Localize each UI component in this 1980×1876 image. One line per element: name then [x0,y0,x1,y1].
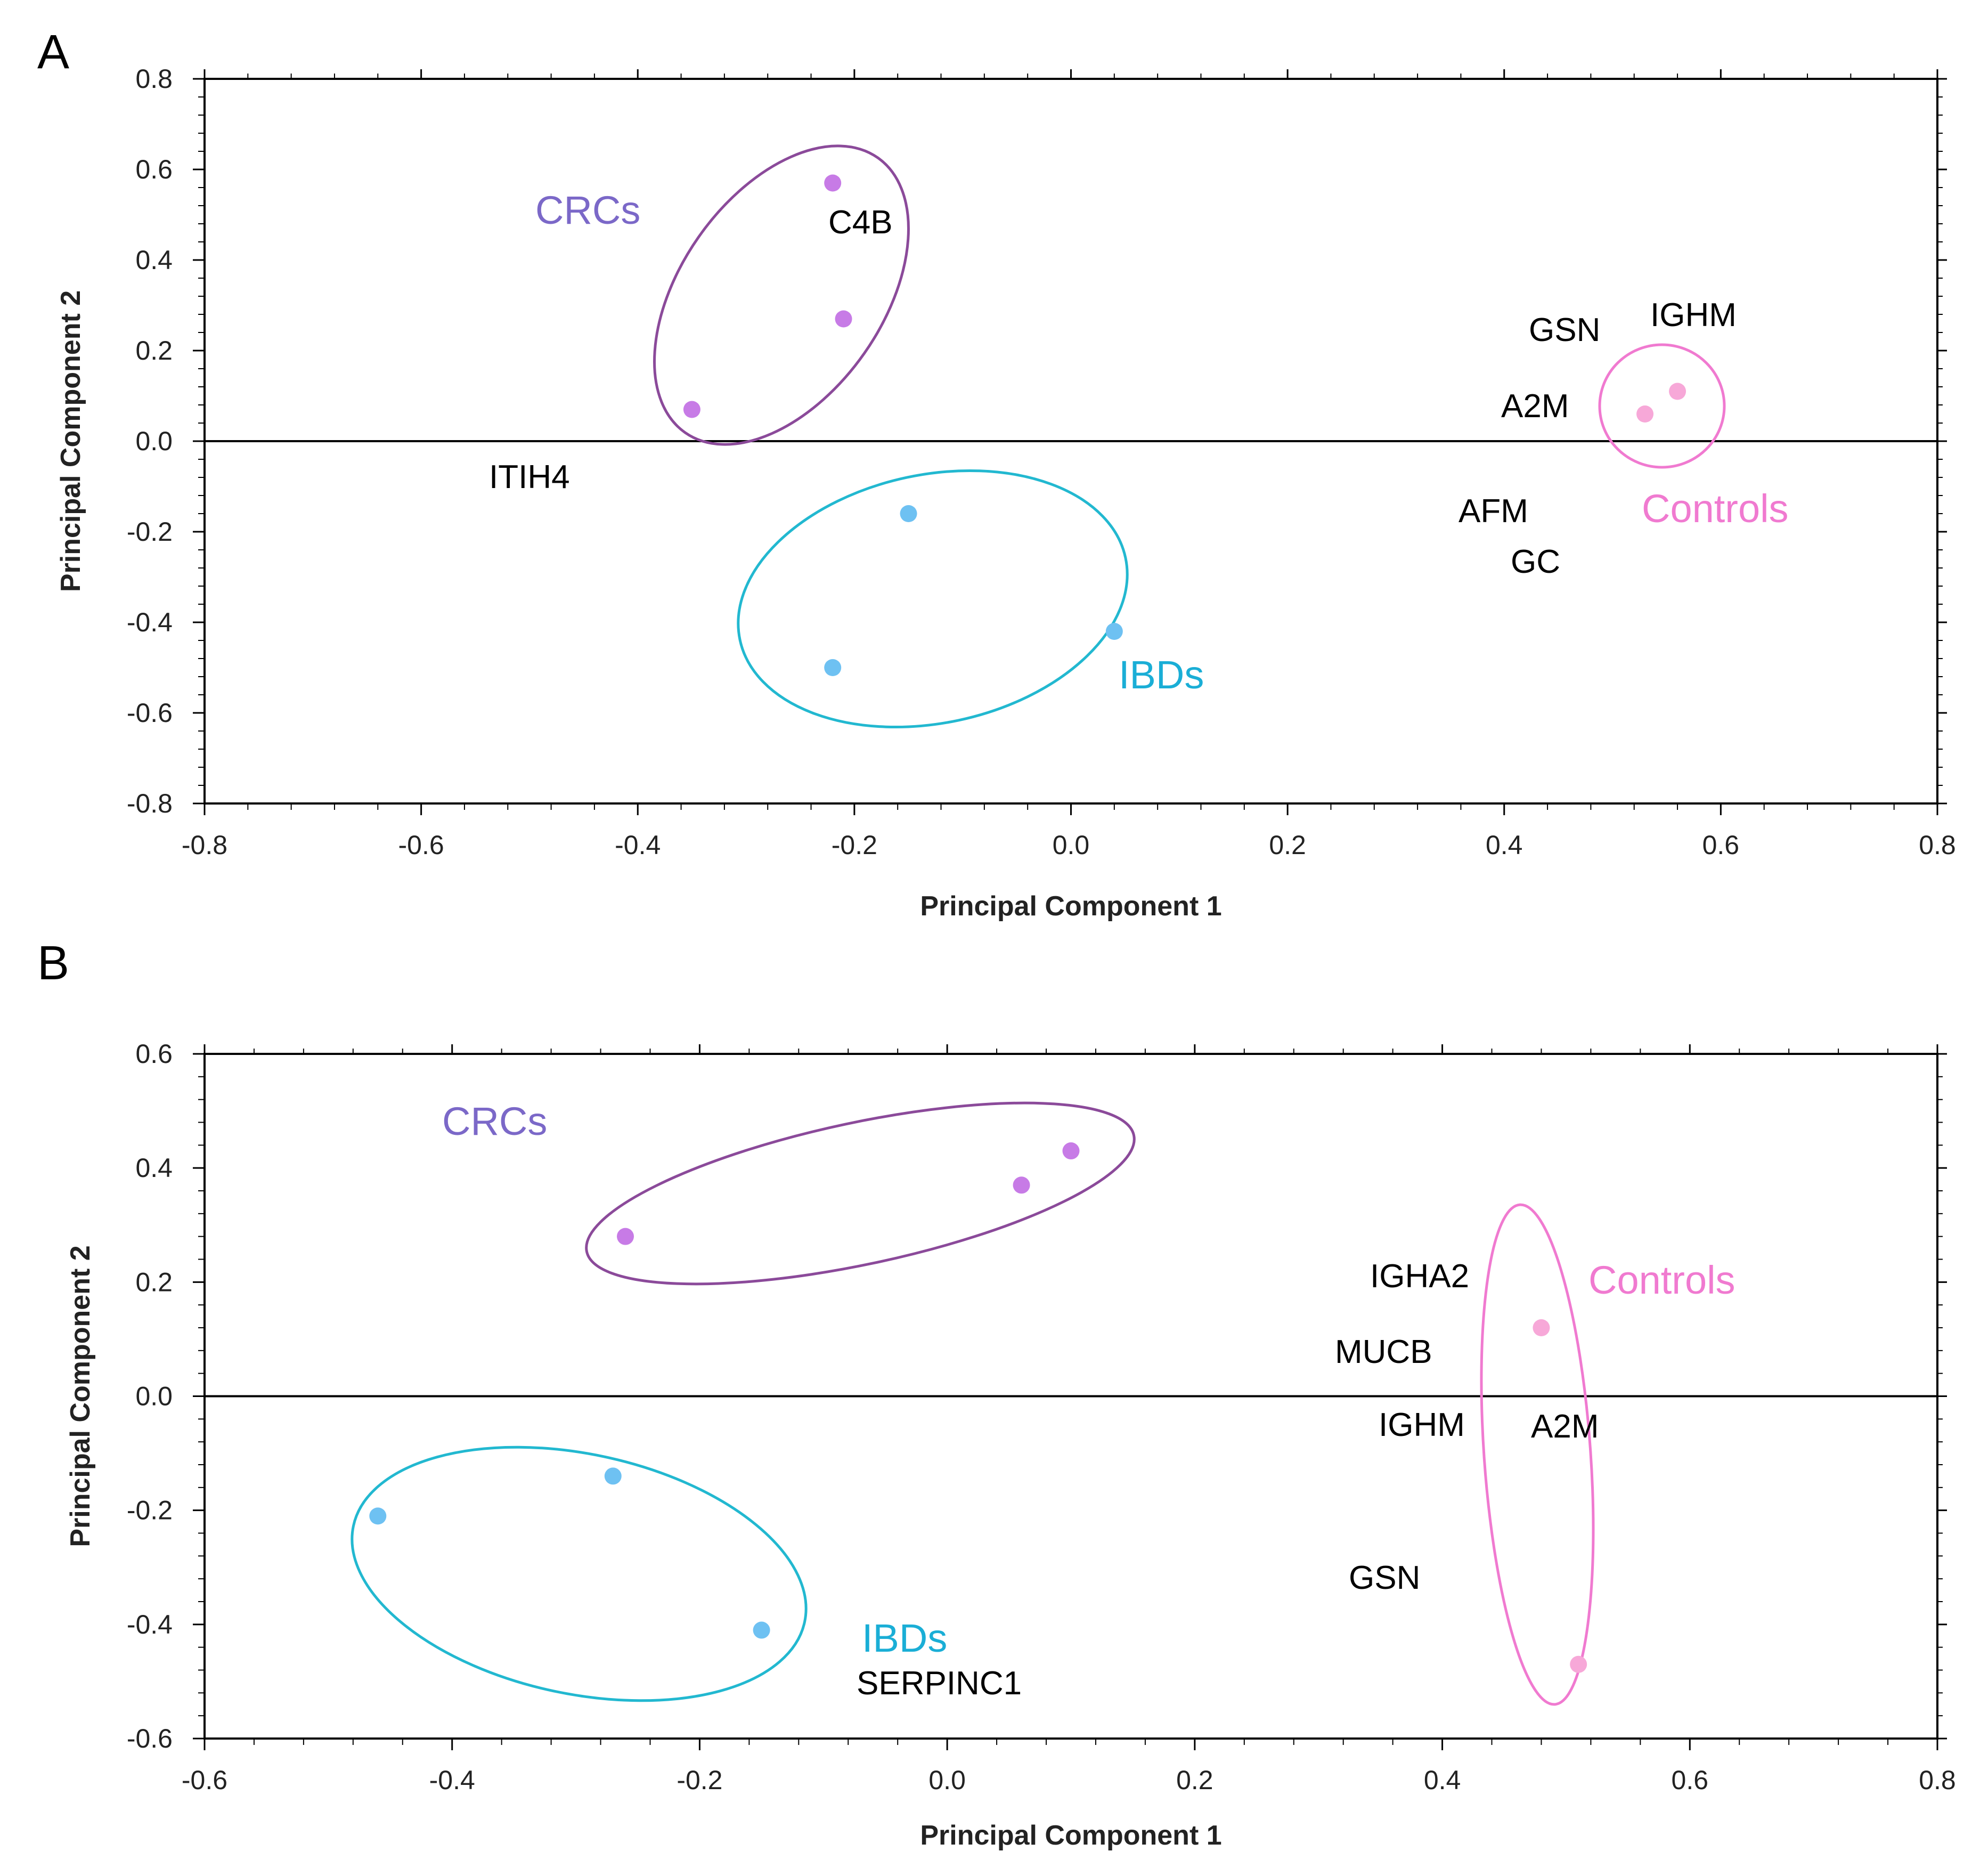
panel-b: B -0.6 -0.4 -0.2 0.0 0.2 0.4 0.6 0.8 0.6 0.4 0.2 0.0… [37,937,1956,1851]
x-tick-label: -0.4 [429,1765,475,1795]
y-tick-label: 0.6 [135,155,173,184]
controls-point [1669,383,1686,400]
crcs-point [683,401,700,418]
gene-label: GSN [1349,1560,1420,1596]
ibds-point [753,1621,770,1639]
y-tick-label: 0.0 [135,1382,173,1411]
y-tick-label: -0.2 [127,1496,173,1525]
controls-ellipse [1598,343,1726,469]
crcs-label: CRCs [442,1099,547,1143]
x-tick-label: 0.2 [1269,830,1306,860]
y-tick-label: -0.6 [127,1724,173,1753]
y-tick-label: -0.8 [127,789,173,818]
y-tick-label: -0.4 [127,607,173,637]
crcs-label: CRCs [535,188,640,232]
x-axis-title: Principal Component 1 [920,1820,1221,1851]
gene-label: GSN [1529,312,1600,348]
x-tick-label: -0.2 [677,1765,722,1795]
y-tick-label: -0.6 [127,698,173,728]
ibds-ellipse [351,1445,808,1702]
ibds-point [1105,623,1123,640]
gene-label: MUCB [1335,1334,1432,1370]
gene-label: ITIH4 [489,459,570,496]
gene-label: IGHM [1379,1407,1465,1443]
x-tick-label: -0.6 [182,1765,227,1795]
y-tick-label: 0.8 [135,64,173,94]
x-tick-label: 0.8 [1919,830,1956,860]
x-tick-label: 0.0 [928,1765,966,1795]
y-tick-label: 0.4 [135,245,173,275]
controls-ellipse [1480,1203,1595,1706]
y-tick-label: -0.2 [127,517,173,547]
ibds-point [604,1467,622,1485]
crcs-point [835,310,852,328]
ibds-point [369,1507,387,1525]
panel-a: A -0.8 -0.6 -0.4 -0.2 0.0 0.2 0.4 0.6 0.8 0.8 0.6 0.… [37,26,1956,922]
controls-label: Controls [1588,1258,1735,1302]
y-axis-title: Principal Component 2 [65,1245,96,1547]
x-tick-label: -0.8 [182,830,227,860]
ibds-point [824,659,842,676]
y-tick-label: -0.4 [127,1610,173,1639]
ibds-ellipse [737,469,1129,729]
ibds-point [900,505,917,522]
controls-label: Controls [1642,486,1789,531]
x-tick-label: 0.0 [1053,830,1090,860]
y-tick-label: 0.0 [135,426,173,456]
gene-label: A2M [1501,388,1569,425]
y-tick-label: 0.4 [135,1153,173,1183]
ibds-label: IBDs [862,1616,947,1660]
controls-point [1533,1319,1550,1336]
crcs-point [617,1228,634,1245]
ibds-label: IBDs [1119,653,1204,697]
x-tick-label: -0.6 [398,830,444,860]
crcs-point [824,174,842,192]
x-axis-title: Principal Component 1 [920,891,1221,922]
y-axis-title: Principal Component 2 [55,290,86,592]
x-tick-label: 0.2 [1176,1765,1213,1795]
panel-letter: A [37,26,69,79]
x-tick-label: 0.6 [1672,1765,1709,1795]
crcs-point [1062,1142,1080,1160]
controls-point [1636,405,1654,423]
x-tick-label: 0.4 [1486,830,1523,860]
x-tick-label: -0.4 [615,830,661,860]
crcs-ellipse [585,1101,1136,1286]
x-tick-label: 0.8 [1919,1765,1956,1795]
gene-label: IGHA2 [1370,1258,1469,1295]
gene-label: C4B [828,204,893,241]
gene-label: A2M [1531,1408,1599,1445]
crcs-ellipse [653,144,910,446]
crcs-point [1013,1176,1030,1194]
x-tick-label: -0.2 [832,830,877,860]
y-tick-label: 0.6 [135,1039,173,1069]
y-tick-label: 0.2 [135,336,173,366]
gene-label: IGHM [1650,297,1737,334]
x-tick-label: 0.6 [1702,830,1740,860]
x-tick-label: 0.4 [1424,1765,1461,1795]
gene-label: AFM [1458,493,1528,530]
controls-point [1570,1655,1587,1673]
panel-letter: B [37,937,69,990]
y-tick-label: 0.2 [135,1267,173,1297]
gene-label: SERPINC1 [857,1665,1022,1702]
gene-label: GC [1511,543,1560,580]
